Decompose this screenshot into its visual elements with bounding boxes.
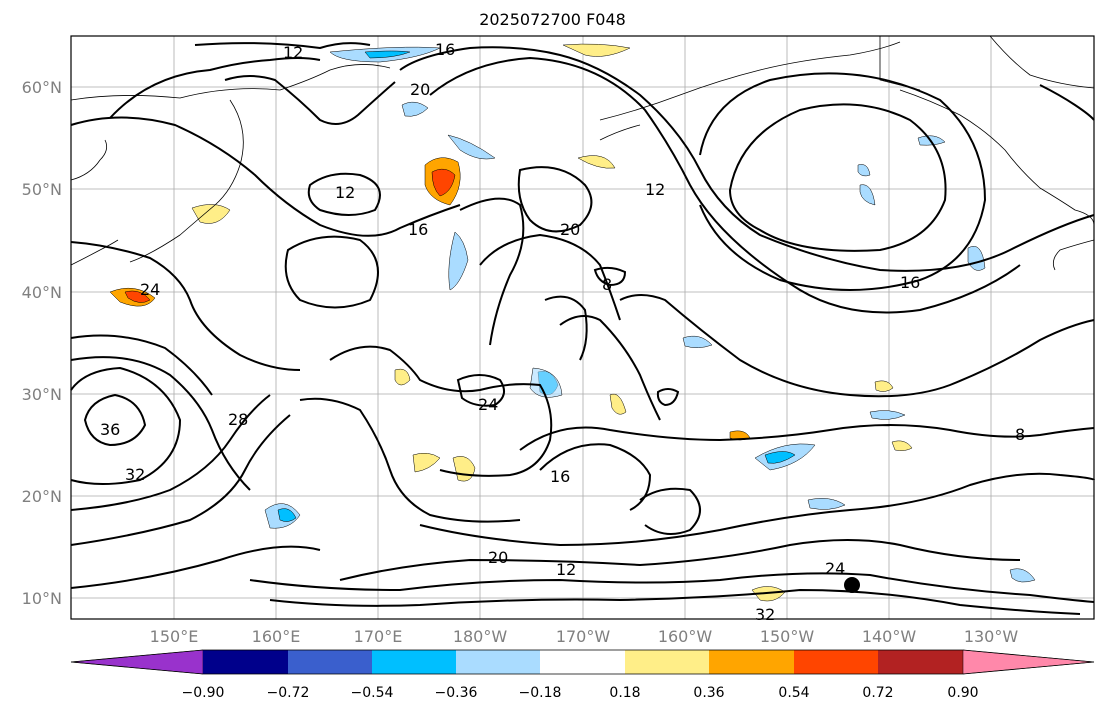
contour-label: 32 [755,605,775,624]
contour-label: 36 [100,420,120,439]
lon-label: 180°W [453,627,508,646]
contour-label: 12 [645,180,665,199]
colorbar-tick: 0.54 [778,685,809,701]
colorbar-segment [625,650,709,674]
contour-label: 24 [825,559,845,578]
colorbar-segment [372,650,456,674]
colorbar-segment [288,650,372,674]
contour-label: 20 [488,548,508,567]
lat-label: 40°N [22,283,62,302]
contour-label: 28 [228,410,248,429]
lon-label: 160°W [658,627,713,646]
colorbar-tick: 0.72 [862,685,893,701]
contour-label: 12 [283,43,303,62]
contour-label: 16 [900,273,920,292]
lon-label: 170°E [354,627,403,646]
contour-label: 16 [550,467,570,486]
contour-label: 16 [408,220,428,239]
contour-label: 24 [478,395,498,414]
contour-label: 8 [1015,425,1025,444]
contour-label: 20 [560,220,580,239]
map-title: 2025072700 F048 [479,10,626,29]
colorbar-segment [709,650,794,674]
colorbar-extend-low [70,649,204,675]
colorbar-segment [456,650,540,674]
contour-label: 12 [556,560,576,579]
lat-label: 30°N [22,385,62,404]
contour-label: 8 [602,275,612,294]
lat-label: 50°N [22,180,62,199]
contour-label: 32 [125,465,145,484]
lat-label: 10°N [22,589,62,608]
map-area [71,36,1094,619]
colorbar-segment [540,650,625,674]
lon-label: 160°E [252,627,301,646]
contour-label-group: 12 16 20 24 28 32 36 8 12 16 20 24 16 12… [100,40,1025,624]
shaded-anomalies [109,43,1036,602]
lon-label: 170°W [556,627,611,646]
colorbar-tick: 0.90 [947,685,978,701]
colorbar-segment [203,650,288,674]
contour-label: 20 [410,80,430,99]
colorbar-tick: −0.54 [351,685,394,701]
latitude-labels: 60°N 50°N 40°N 30°N 20°N 10°N [22,78,62,608]
colorbar-extend-high [962,649,1095,675]
colorbar-tick: 0.36 [693,685,724,701]
lon-label: 150°W [760,627,815,646]
lon-label: 140°W [862,627,917,646]
colorbar-segment [794,650,878,674]
colorbar-tick: −0.72 [267,685,310,701]
colorbar-segment [878,650,963,674]
colorbar: −0.90 −0.72 −0.54 −0.36 −0.18 0.18 0.36 … [70,649,1095,701]
colorbar-tick: −0.90 [182,685,225,701]
lat-label: 20°N [22,487,62,506]
colorbar-tick: −0.36 [435,685,478,701]
contour-label: 24 [140,280,160,299]
colorbar-tick: 0.18 [609,685,640,701]
contour-label: 12 [335,183,355,202]
lon-label: 150°E [150,627,199,646]
colorbar-tick: −0.18 [519,685,562,701]
lat-label: 60°N [22,78,62,97]
lon-label: 130°W [964,627,1019,646]
longitude-labels: 150°E 160°E 170°E 180°W 170°W 160°W 150°… [150,627,1019,646]
contour-label: 16 [435,40,455,59]
storm-center-marker [844,577,860,593]
map-frame [70,35,1095,620]
contour-lines [70,42,1095,615]
